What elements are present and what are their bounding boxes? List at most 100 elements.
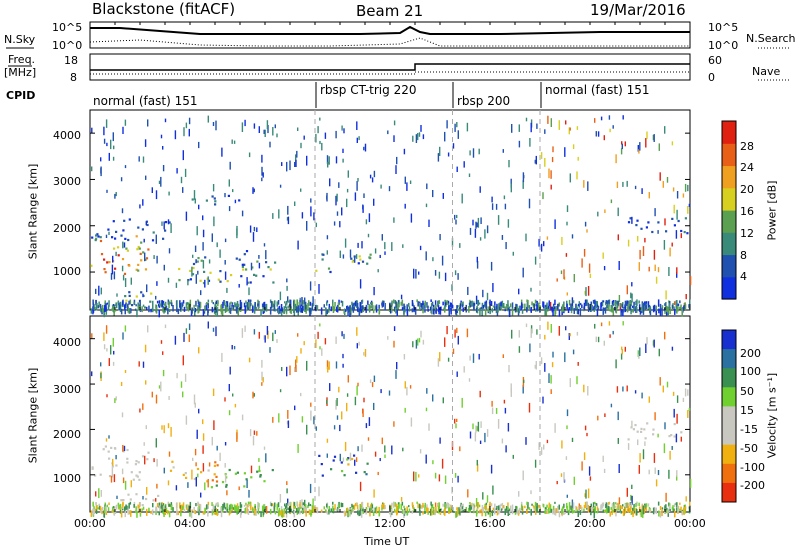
power-clutter <box>204 306 207 310</box>
velocity-clutter <box>148 507 150 512</box>
velocity-echo <box>153 458 155 463</box>
velocity-cell <box>113 447 117 450</box>
power-clutter <box>596 304 599 307</box>
freq-tick-low: 8 <box>70 71 77 84</box>
velocity-clutter <box>517 510 520 516</box>
velocity-clutter <box>477 502 479 509</box>
velocity-echo <box>479 390 481 398</box>
velocity-echo <box>313 416 315 425</box>
power-cell <box>164 229 167 232</box>
power-echo <box>297 240 299 250</box>
velocity-clutter <box>587 509 590 513</box>
power-clutter <box>653 304 656 312</box>
power-clutter <box>625 301 627 306</box>
power-clutter <box>422 300 424 306</box>
velocity-echo <box>342 457 345 462</box>
power-clutter <box>179 303 182 311</box>
velocity-cell <box>211 479 214 482</box>
power-echo <box>256 227 258 232</box>
power-echo <box>560 270 563 275</box>
power-echo <box>419 245 422 251</box>
power-clutter <box>182 303 184 306</box>
velocity-echo <box>258 331 260 339</box>
power-echo <box>142 199 144 206</box>
velocity-echo <box>482 492 484 500</box>
power-cell <box>686 232 689 235</box>
power-clutter <box>151 307 154 312</box>
velocity-clutter <box>449 507 451 512</box>
velocity-cell <box>225 483 228 487</box>
velocity-echo <box>631 484 633 489</box>
velocity-clutter <box>146 508 148 516</box>
velocity-clutter <box>632 511 634 518</box>
power-clutter <box>311 303 314 311</box>
power-clutter <box>610 305 612 312</box>
velocity-clutter <box>257 507 260 515</box>
power-echo <box>264 129 266 137</box>
freq-trace <box>90 63 690 71</box>
power-clutter <box>187 304 190 312</box>
velocity-cell <box>138 471 141 474</box>
power-cell <box>657 221 660 224</box>
power-clutter <box>126 303 128 306</box>
power-clutter <box>97 305 100 309</box>
power-echo <box>359 279 362 289</box>
power-clutter <box>607 303 610 311</box>
power-echo <box>587 286 590 296</box>
power-cell <box>138 247 141 250</box>
power-echo <box>393 217 395 223</box>
power-clutter <box>664 303 666 306</box>
velocity-echo <box>501 502 504 510</box>
power-echo <box>457 130 459 139</box>
velocity-clutter <box>365 507 368 510</box>
power-echo <box>552 146 554 153</box>
velocity-clutter <box>247 504 249 508</box>
power-clutter <box>562 303 565 312</box>
power-clutter <box>375 306 378 313</box>
velocity-echo <box>110 475 113 483</box>
velocity-clutter <box>257 501 259 508</box>
velocity-echo <box>457 335 459 345</box>
power-clutter <box>676 305 678 314</box>
velocity-echo <box>191 469 193 480</box>
power-cell <box>241 265 244 268</box>
velocity-clutter <box>527 502 529 509</box>
velocity-cell <box>236 471 239 474</box>
velocity-clutter <box>470 505 473 510</box>
power-cell <box>140 291 143 294</box>
power-clutter <box>180 302 183 311</box>
velocity-echo <box>639 453 641 463</box>
velocity-echo <box>364 349 367 357</box>
velocity-clutter <box>653 506 656 513</box>
power-clutter <box>535 308 537 312</box>
power-echo <box>139 204 141 209</box>
power-clutter <box>222 301 224 309</box>
power-clutter <box>191 307 193 314</box>
velocity-clutter <box>296 510 299 515</box>
power-echo <box>324 132 327 139</box>
power-echo <box>664 126 666 134</box>
power-echo <box>160 176 162 187</box>
power-clutter <box>171 302 173 307</box>
velocity-clutter <box>251 508 254 513</box>
power-echo <box>548 168 550 179</box>
velocity-clutter <box>408 508 411 513</box>
velocity-clutter <box>139 502 141 507</box>
power-cell <box>217 278 220 281</box>
power-echo <box>573 274 575 283</box>
power-clutter <box>280 309 283 316</box>
power-clutter <box>103 308 105 316</box>
power-echo <box>153 255 155 259</box>
velocity-clutter <box>684 506 687 514</box>
velocity-echo <box>304 499 306 509</box>
velocity-echo <box>434 472 437 479</box>
power-echo <box>252 232 255 242</box>
power-cell <box>191 273 195 276</box>
velocity-clutter <box>485 502 488 505</box>
power-clutter <box>194 308 197 313</box>
power-clutter <box>198 307 200 313</box>
power-clutter <box>330 306 332 312</box>
power-clutter <box>326 301 328 306</box>
velocity-echo <box>317 331 319 339</box>
power-clutter <box>371 302 374 310</box>
